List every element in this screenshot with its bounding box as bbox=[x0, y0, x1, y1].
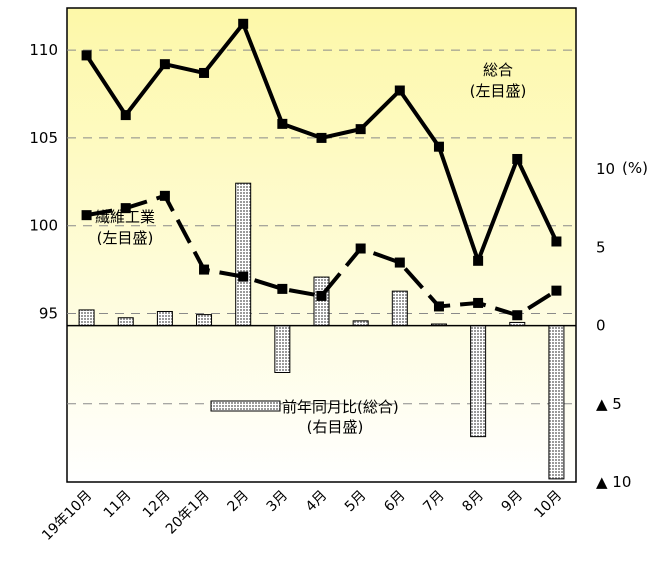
label-sogo: 総合 bbox=[483, 61, 513, 79]
x-tick-label: 10月 bbox=[531, 488, 565, 522]
point bbox=[81, 50, 92, 61]
line-series bbox=[81, 18, 562, 321]
point bbox=[277, 118, 288, 129]
right-tick-label: ▲ 10 bbox=[596, 473, 631, 491]
point bbox=[316, 290, 327, 301]
x-tick-label: 2月 bbox=[224, 488, 252, 516]
point bbox=[120, 110, 131, 121]
right-tick-label: 10 bbox=[596, 160, 615, 178]
bar bbox=[313, 276, 330, 327]
point bbox=[551, 236, 562, 247]
point bbox=[394, 85, 405, 96]
point bbox=[551, 285, 562, 296]
point bbox=[355, 243, 366, 254]
bar bbox=[156, 310, 173, 327]
x-tick-label: 12月 bbox=[140, 488, 174, 522]
point bbox=[238, 18, 249, 29]
left-axis-ticks: 110 105 100 95 bbox=[29, 41, 58, 322]
point bbox=[433, 141, 444, 152]
right-tick-label: 5 bbox=[596, 238, 606, 256]
right-axis-unit: (%) bbox=[622, 159, 648, 177]
point bbox=[473, 297, 484, 308]
point bbox=[159, 59, 170, 70]
bar bbox=[196, 314, 213, 327]
x-tick-label: 4月 bbox=[303, 488, 331, 516]
x-tick-label: 20年1月 bbox=[163, 488, 213, 538]
point bbox=[81, 210, 92, 221]
left-tick-label: 105 bbox=[29, 129, 58, 147]
point bbox=[512, 310, 523, 321]
left-tick-label: 100 bbox=[29, 217, 58, 235]
point bbox=[316, 132, 327, 143]
point bbox=[238, 271, 249, 282]
x-tick-label: 6月 bbox=[381, 488, 409, 516]
point bbox=[394, 257, 405, 268]
bar bbox=[117, 317, 134, 327]
label-sogo-axis: (左目盛) bbox=[470, 82, 527, 100]
x-tick-label: 19年10月 bbox=[39, 488, 95, 544]
point bbox=[473, 255, 484, 266]
right-axis-ticks: 10 5 0 ▲ 5 ▲ 10 bbox=[596, 160, 631, 491]
x-tick-label: 5月 bbox=[342, 488, 370, 516]
legend-bar-swatch bbox=[210, 400, 281, 412]
bar bbox=[235, 182, 252, 327]
x-tick-label: 8月 bbox=[459, 488, 487, 516]
bar bbox=[78, 309, 95, 327]
bar bbox=[548, 325, 565, 480]
point bbox=[159, 190, 170, 201]
x-tick-label: 9月 bbox=[499, 488, 527, 516]
label-seni-axis: (左目盛) bbox=[97, 229, 154, 247]
point bbox=[199, 264, 210, 275]
x-tick-label: 7月 bbox=[420, 488, 448, 516]
legend-yoy-label: 前年同月比(総合) bbox=[282, 398, 399, 416]
point bbox=[355, 124, 366, 135]
bar bbox=[470, 325, 487, 438]
point bbox=[512, 153, 523, 164]
left-tick-label: 95 bbox=[39, 304, 58, 322]
bar-series-yoy bbox=[78, 182, 565, 480]
right-tick-label: ▲ 5 bbox=[596, 395, 622, 413]
point bbox=[433, 301, 444, 312]
point bbox=[199, 67, 210, 78]
x-tick-label: 3月 bbox=[264, 488, 292, 516]
x-tick-label: 11月 bbox=[101, 488, 135, 522]
right-tick-label: 0 bbox=[596, 317, 606, 335]
bar bbox=[391, 290, 408, 327]
point bbox=[277, 283, 288, 294]
label-seni: 繊維工業 bbox=[95, 208, 155, 226]
point bbox=[120, 203, 131, 214]
legend-yoy-axis: (右目盛) bbox=[307, 418, 364, 436]
bar bbox=[274, 325, 291, 373]
left-tick-label: 110 bbox=[29, 41, 58, 59]
plot-background bbox=[66, 7, 577, 483]
